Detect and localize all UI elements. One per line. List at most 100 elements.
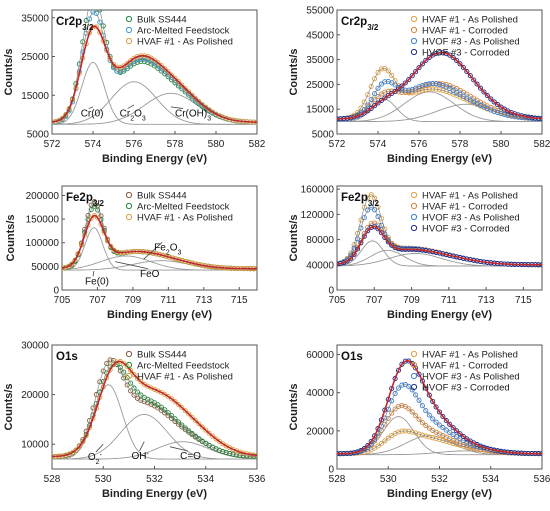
x-tick-label: 715 bbox=[515, 295, 532, 306]
data-point bbox=[430, 416, 436, 422]
y-tick-label: 50000 bbox=[31, 262, 59, 273]
legend-label: HVAF #1 - As Polished bbox=[422, 349, 518, 360]
x-tick-label: 711 bbox=[160, 295, 176, 306]
x-axis-title: Binding Energy (eV) bbox=[102, 153, 207, 165]
legend-marker bbox=[410, 15, 418, 23]
data-point bbox=[440, 437, 446, 444]
panel-title-sub: 3/2 bbox=[82, 23, 94, 32]
x-axis-title: Binding Energy (eV) bbox=[387, 309, 492, 321]
legend-label: HVAF #1 - As Polished bbox=[137, 212, 233, 223]
data-point bbox=[196, 421, 202, 427]
data-point bbox=[69, 449, 76, 456]
data-point bbox=[169, 416, 175, 422]
data-point bbox=[354, 236, 361, 242]
data-point bbox=[416, 371, 422, 377]
data-point bbox=[165, 410, 171, 416]
panel-6: 528 530 532 534 536 0 20000 40000 60000 Binding E… bbox=[288, 344, 550, 500]
y-axis-title: Counts/s bbox=[5, 214, 17, 261]
data-point bbox=[419, 61, 425, 67]
data-point bbox=[134, 389, 140, 395]
data-point bbox=[162, 407, 168, 413]
data-point bbox=[128, 388, 134, 394]
data-point bbox=[372, 207, 378, 213]
envelope-fit-line bbox=[52, 25, 257, 123]
data-point bbox=[73, 447, 79, 453]
legend-marker bbox=[410, 48, 418, 56]
data-point bbox=[131, 385, 137, 391]
y-tick-label: 60000 bbox=[306, 350, 334, 361]
data-point bbox=[368, 204, 374, 210]
data-point bbox=[158, 62, 164, 69]
legend-marker bbox=[410, 372, 418, 380]
y-tick-label: 150000 bbox=[26, 215, 60, 226]
data-point bbox=[196, 436, 202, 442]
x-tick-label: 580 bbox=[208, 139, 225, 150]
data-point bbox=[216, 438, 222, 444]
data-point bbox=[375, 85, 381, 91]
data-point bbox=[172, 418, 178, 424]
envelope-fit-line bbox=[337, 359, 542, 455]
data-point bbox=[402, 403, 408, 410]
data-point bbox=[210, 433, 216, 439]
legend-label: HVOF #3 - As Polished bbox=[422, 371, 520, 382]
data-point bbox=[454, 57, 460, 63]
x-tick-label: 578 bbox=[452, 139, 469, 150]
data-point bbox=[416, 397, 422, 403]
x-tick-label: 574 bbox=[85, 139, 102, 150]
data-point bbox=[93, 392, 99, 398]
legend-marker bbox=[125, 350, 133, 358]
legend-marker bbox=[125, 15, 133, 23]
y-tick-label: 15000 bbox=[21, 91, 49, 102]
y-tick-label: 45000 bbox=[306, 30, 334, 41]
data-point bbox=[399, 382, 405, 388]
data-point bbox=[375, 443, 381, 449]
y-tick-label: 80000 bbox=[306, 235, 334, 246]
data-point bbox=[151, 63, 158, 69]
data-point bbox=[395, 385, 402, 391]
legend-marker bbox=[125, 213, 133, 221]
data-point bbox=[423, 57, 429, 63]
data-point bbox=[155, 405, 161, 411]
y-tick-label: 35000 bbox=[21, 13, 49, 24]
envelope-fit-line bbox=[337, 225, 542, 266]
data-point bbox=[395, 367, 402, 373]
annotation-leader bbox=[115, 261, 149, 270]
legend-label: HVOF #3 - Corroded bbox=[422, 382, 510, 393]
data-point bbox=[351, 251, 357, 257]
data-point bbox=[413, 413, 419, 419]
legend-marker bbox=[125, 191, 133, 199]
legend-marker bbox=[410, 350, 418, 358]
data-point bbox=[498, 110, 504, 117]
data-point bbox=[413, 392, 419, 398]
data-point bbox=[372, 195, 378, 201]
data-point bbox=[199, 438, 205, 444]
data-point bbox=[406, 76, 412, 83]
panel-title: O1s bbox=[341, 351, 363, 363]
annotation-leader bbox=[95, 443, 104, 453]
data-point bbox=[368, 192, 374, 198]
legend-label: Arc-Melted Feedstock bbox=[137, 25, 230, 36]
data-point bbox=[121, 360, 127, 366]
data-point bbox=[382, 438, 388, 444]
x-axis-title: Binding Energy (eV) bbox=[387, 488, 492, 500]
y-tick-label: 55000 bbox=[306, 6, 334, 17]
panel-title: Fe2p3/2 bbox=[341, 192, 380, 208]
plot-area bbox=[62, 198, 257, 272]
data-point bbox=[155, 65, 161, 71]
x-tick-label: 709 bbox=[125, 295, 142, 306]
data-point bbox=[477, 85, 484, 91]
data-point bbox=[450, 425, 456, 431]
x-tick-label: 705 bbox=[54, 295, 71, 306]
data-point bbox=[457, 431, 463, 437]
y-tick-label: 120000 bbox=[301, 210, 335, 221]
data-point bbox=[488, 96, 494, 102]
envelope-fit-line bbox=[62, 214, 257, 270]
data-point bbox=[88, 207, 94, 213]
legend-label: HVAF #1 - Corroded bbox=[422, 360, 508, 371]
data-point bbox=[447, 421, 453, 427]
data-point bbox=[382, 95, 388, 101]
annotation-leader bbox=[139, 441, 145, 452]
legend-label: Arc-Melted Feedstock bbox=[137, 201, 230, 212]
data-point bbox=[495, 102, 501, 108]
plot-area bbox=[337, 50, 542, 123]
